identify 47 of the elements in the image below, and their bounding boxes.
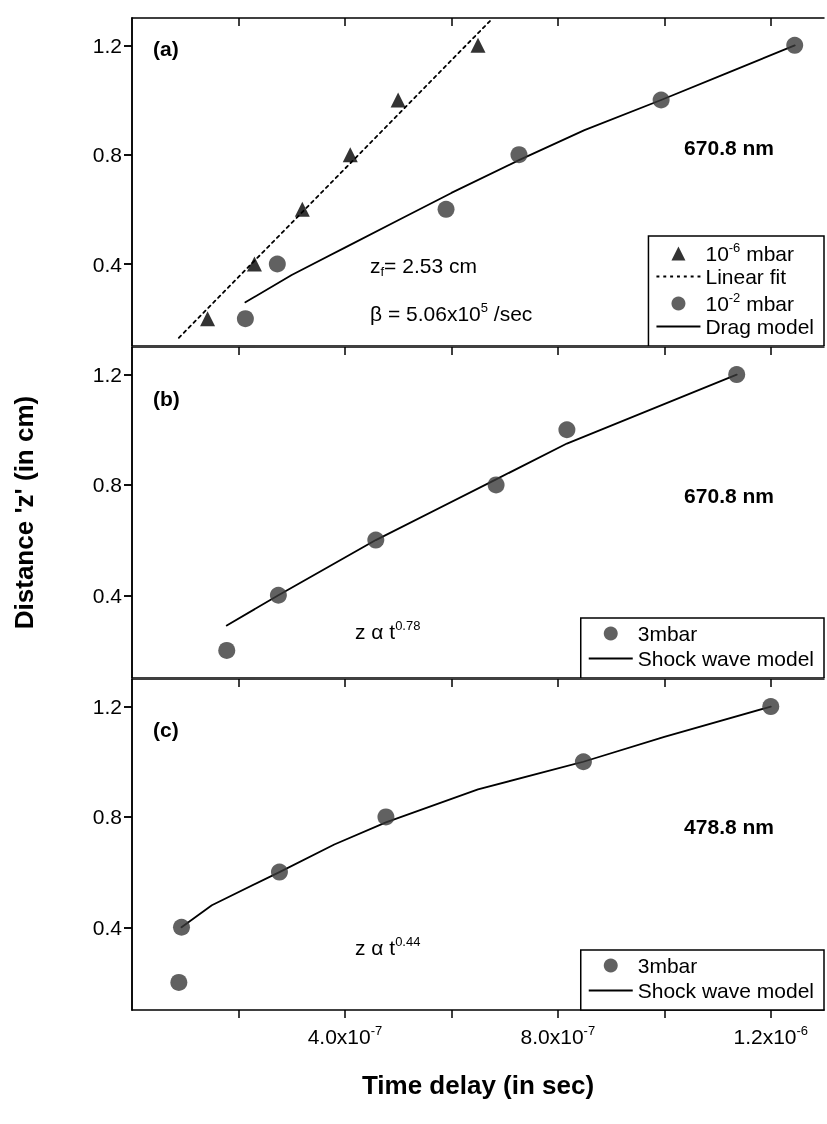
y-axis-title: Distance 'z' (in cm) (9, 395, 39, 630)
annotation: (a) (153, 37, 179, 60)
point (574, 753, 592, 771)
point (437, 200, 455, 218)
point (246, 256, 262, 272)
point (294, 201, 310, 217)
legend-label: Drag model (705, 315, 815, 338)
annotation: (c) (153, 718, 179, 741)
point (786, 36, 804, 54)
point (236, 310, 254, 328)
point (390, 92, 406, 108)
point (269, 586, 287, 604)
y-tick-label: 0.8 (92, 473, 122, 497)
point (218, 641, 236, 659)
point (762, 698, 780, 716)
legend-label: Shock wave model (637, 979, 815, 1002)
legend-label: Shock wave model (637, 647, 815, 670)
y-tick-label: 0.4 (92, 252, 123, 276)
annotation: (b) (153, 387, 180, 410)
y-tick-label: 0.4 (92, 583, 123, 607)
y-tick-label: 1.2 (92, 363, 122, 387)
point (728, 366, 746, 384)
point (268, 255, 286, 273)
point (510, 146, 528, 164)
y-tick-label: 1.2 (92, 33, 122, 57)
point (470, 37, 486, 53)
y-tick-label: 0.8 (92, 143, 122, 167)
legend-label: Linear fit (705, 265, 787, 288)
point (487, 476, 505, 494)
x-axis-title: Time delay (in sec) (361, 1070, 595, 1100)
y-tick-label: 1.2 (92, 695, 122, 719)
point (558, 421, 576, 439)
point (377, 808, 395, 826)
annotation: 670.8 nm (684, 484, 774, 507)
y-tick-label: 0.8 (92, 805, 122, 829)
point (170, 973, 188, 991)
legend-label: 3mbar (637, 954, 698, 977)
annotation: 670.8 nm (684, 136, 774, 159)
point (342, 147, 358, 163)
legend-label: 3mbar (637, 622, 698, 645)
point (367, 531, 385, 549)
point (652, 91, 670, 109)
annotation: 478.8 nm (684, 815, 774, 838)
point (173, 918, 190, 936)
y-tick-label: 0.4 (92, 915, 123, 939)
point (270, 863, 288, 881)
point (200, 311, 216, 327)
